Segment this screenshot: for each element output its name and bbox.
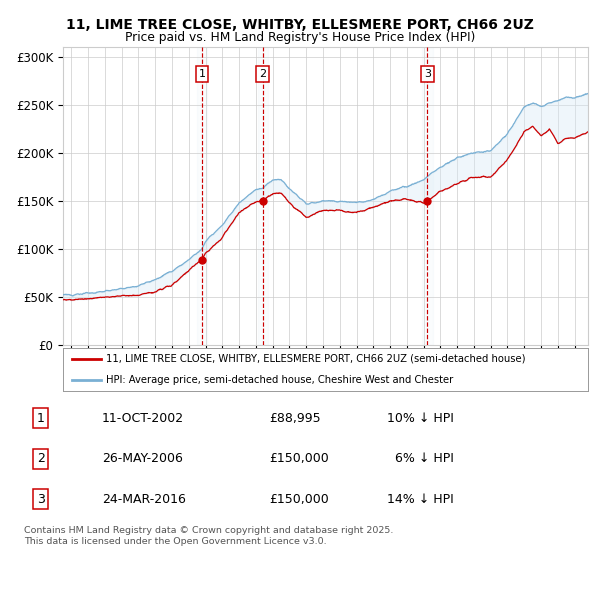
Text: Price paid vs. HM Land Registry's House Price Index (HPI): Price paid vs. HM Land Registry's House … [125,31,475,44]
Text: £88,995: £88,995 [269,412,321,425]
Bar [422,47,433,345]
Text: 24-MAR-2016: 24-MAR-2016 [102,493,186,506]
Text: 1: 1 [37,412,44,425]
Text: 26-MAY-2006: 26-MAY-2006 [102,452,183,466]
Text: 3: 3 [37,493,44,506]
Text: 11-OCT-2002: 11-OCT-2002 [102,412,184,425]
Text: 14% ↓ HPI: 14% ↓ HPI [387,493,454,506]
Text: Contains HM Land Registry data © Crown copyright and database right 2025.
This d: Contains HM Land Registry data © Crown c… [24,526,394,546]
Text: 10% ↓ HPI: 10% ↓ HPI [387,412,454,425]
Text: 11, LIME TREE CLOSE, WHITBY, ELLESMERE PORT, CH66 2UZ: 11, LIME TREE CLOSE, WHITBY, ELLESMERE P… [66,18,534,32]
Text: 2: 2 [259,69,266,79]
Text: HPI: Average price, semi-detached house, Cheshire West and Chester: HPI: Average price, semi-detached house,… [106,375,454,385]
Text: 6% ↓ HPI: 6% ↓ HPI [387,452,454,466]
Text: £150,000: £150,000 [269,493,329,506]
Text: 3: 3 [424,69,431,79]
Text: £150,000: £150,000 [269,452,329,466]
Bar [197,47,207,345]
Text: 11, LIME TREE CLOSE, WHITBY, ELLESMERE PORT, CH66 2UZ (semi-detached house): 11, LIME TREE CLOSE, WHITBY, ELLESMERE P… [106,354,526,363]
Bar [257,47,268,345]
Text: 2: 2 [37,452,44,466]
Text: 1: 1 [199,69,205,79]
